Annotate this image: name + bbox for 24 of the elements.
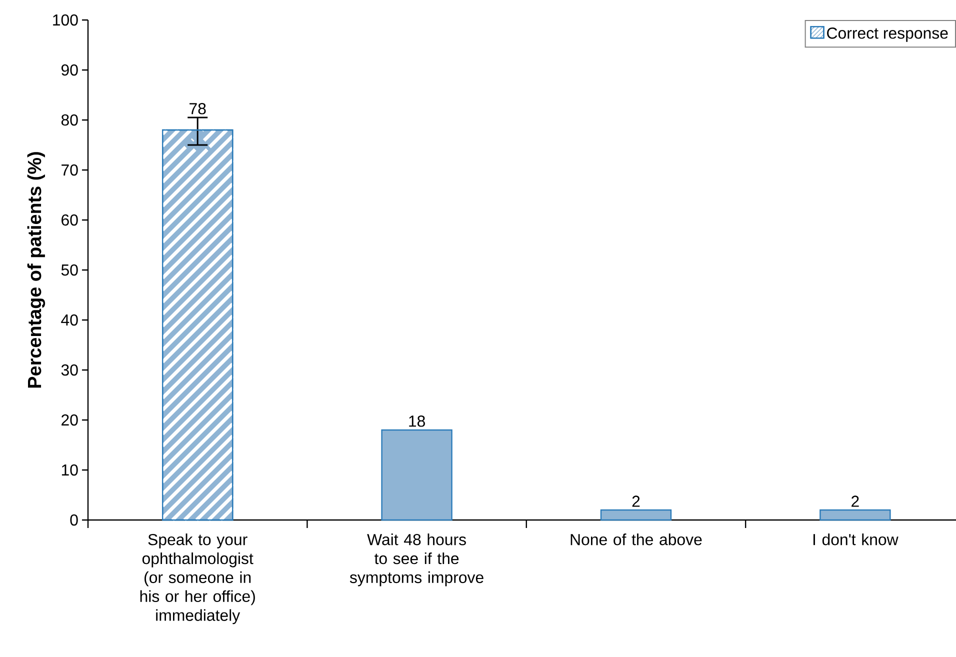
y-axis-title: Percentage of patients (%) (27, 152, 46, 388)
y-tick-label: 70 (62, 164, 78, 176)
y-tick-label: 60 (62, 214, 78, 226)
x-tick-label: I don't know (813, 534, 898, 546)
bar (600, 509, 672, 521)
y-tick-label: 100 (53, 14, 78, 26)
y-tick-label: 20 (62, 414, 78, 426)
legend-label: Correct response (827, 27, 948, 42)
y-tick-label: 10 (62, 464, 78, 476)
bar (820, 509, 891, 521)
x-tick-label: None of the above (570, 534, 702, 546)
bar (381, 429, 452, 521)
y-tick-label: 50 (61, 264, 78, 276)
x-tick-label: Wait 48 hours to see if the symptoms improve (350, 534, 484, 586)
y-tick-label: 90 (61, 64, 78, 76)
y-tick-label: 80 (61, 114, 78, 126)
data-label: 18 (409, 416, 425, 427)
x-tick-label: Speak to your ophthalmologist (or someone in his or her office) immediately (140, 534, 255, 624)
data-label: 78 (190, 103, 206, 114)
data-label: 2 (852, 496, 859, 507)
y-tick-label: 40 (61, 314, 78, 326)
data-label: 2 (632, 496, 640, 507)
y-tick-label: 30 (61, 364, 78, 376)
y-tick-label: 0 (70, 514, 78, 526)
